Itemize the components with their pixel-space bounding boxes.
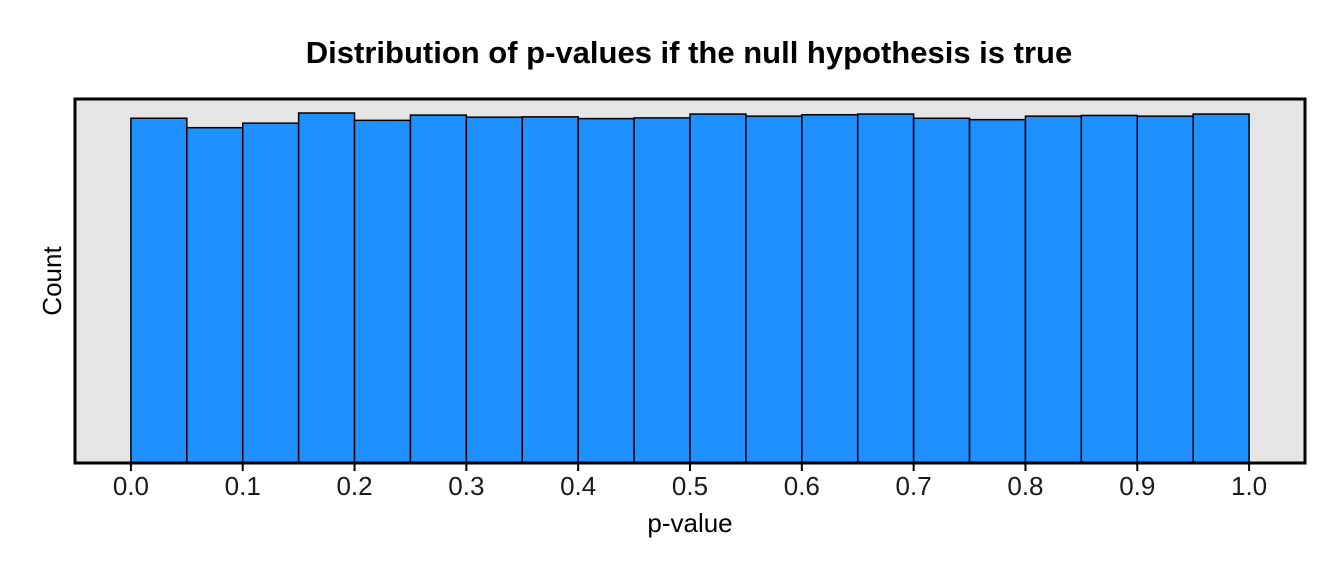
x-tick-label: 0.0 (113, 471, 149, 501)
x-tick-label: 0.6 (784, 471, 820, 501)
histogram-bar (186, 126, 244, 464)
histogram-bar (1024, 115, 1083, 464)
x-tick-label: 0.5 (672, 471, 708, 501)
x-tick-label: 0.4 (560, 471, 596, 501)
x-tick-label: 0.3 (448, 471, 484, 501)
x-tick-label: 1.0 (1231, 471, 1267, 501)
x-tick-label: 0.8 (1007, 471, 1043, 501)
x-tick-label: 0.7 (896, 471, 932, 501)
histogram-bar (465, 116, 524, 464)
histogram-bar (856, 113, 915, 464)
histogram-bar (912, 117, 971, 464)
histogram-bar (1136, 115, 1194, 464)
x-axis: 0.0 0.1 0.2 0.3 0.4 0.5 0.6 0.7 0.8 0.9 1.0 (113, 464, 1267, 501)
histogram-bar (1192, 113, 1250, 464)
bars-group (130, 112, 1250, 464)
chart-title: Distribution of p-values if the null hyp… (306, 35, 1072, 70)
histogram-bar (297, 112, 356, 464)
histogram-bar (577, 117, 635, 464)
plot-panel-border (73, 97, 1307, 465)
histogram-bar (409, 114, 468, 464)
histogram-bar (1080, 114, 1139, 464)
histogram-bar (745, 115, 803, 464)
y-axis-label: Count (37, 246, 67, 316)
histogram-bar (633, 117, 691, 464)
x-axis-label: p-value (647, 508, 732, 538)
x-tick-label: 0.9 (1119, 471, 1155, 501)
histogram-bar (689, 113, 747, 464)
histogram-bar (130, 117, 188, 464)
histogram-bar (241, 122, 300, 464)
histogram-bar (353, 119, 412, 464)
x-tick-label: 0.2 (336, 471, 372, 501)
histogram-bar (521, 116, 579, 464)
histogram-bar (801, 114, 859, 464)
x-tick-label: 0.1 (225, 471, 261, 501)
histogram-bar (968, 118, 1027, 464)
